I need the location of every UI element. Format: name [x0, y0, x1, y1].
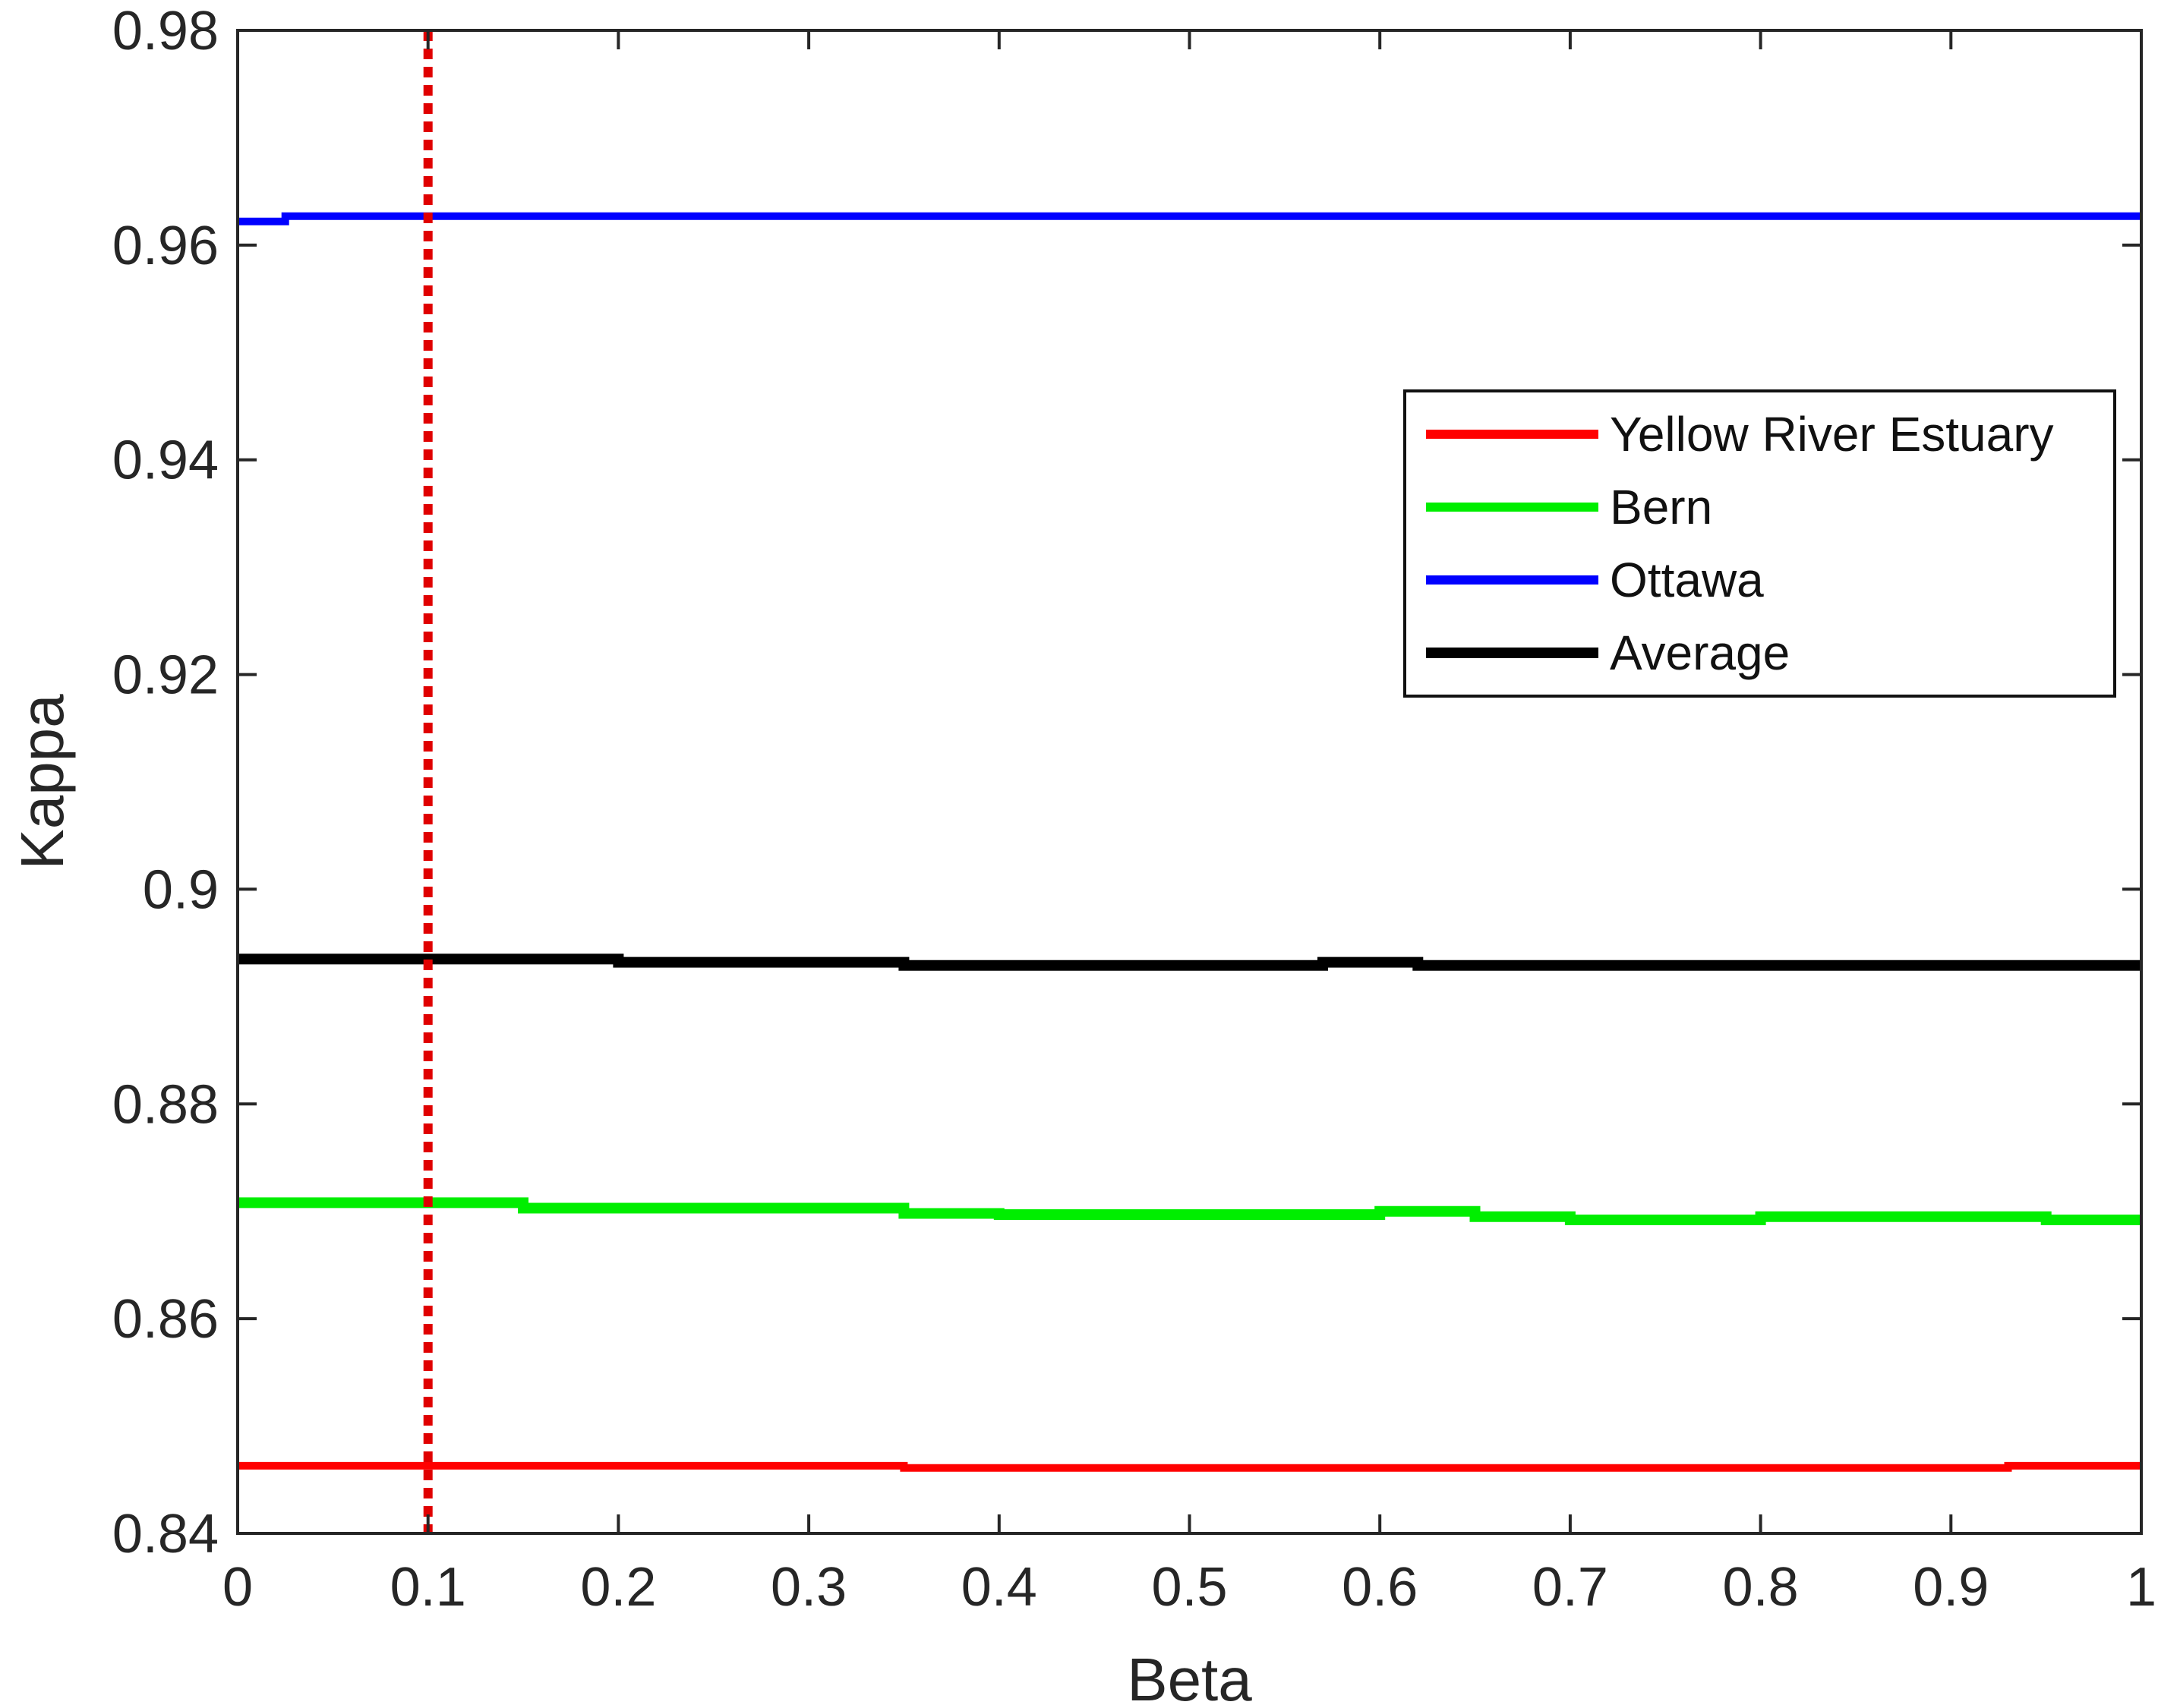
legend-label: Yellow River Estuary	[1610, 407, 2054, 462]
y-tick-label: 0.94	[112, 430, 219, 491]
x-tick-label: 0.4	[961, 1557, 1037, 1618]
y-axis-label: Kappa	[8, 694, 76, 870]
series-line-ottawa	[238, 212, 2141, 225]
y-tick-label: 0.9	[143, 859, 219, 920]
y-tick-label: 0.86	[112, 1289, 219, 1350]
x-tick-label: 0.1	[390, 1557, 466, 1618]
x-tick-label: 0.6	[1342, 1557, 1418, 1618]
axes-layer: 0 0.1 0.2 0.3 0.4 0.5 0.6 0.7 0.8 0.9 1 0.84 0.86 0.8…	[112, 1, 2156, 1618]
x-tick-label: 0.9	[1913, 1557, 1989, 1618]
series-layer	[238, 212, 2141, 1472]
x-tick-label: 1	[2126, 1557, 2156, 1618]
y-tick-label: 0.88	[112, 1074, 219, 1135]
y-tick-label: 0.92	[112, 645, 219, 706]
x-tick-label: 0.5	[1151, 1557, 1227, 1618]
x-tick-label: 0	[222, 1557, 253, 1618]
legend: Yellow River Estuary Bern Ottawa Average	[1403, 389, 2116, 698]
y-tick-label: 0.84	[112, 1504, 219, 1565]
series-line-bern	[238, 1197, 2141, 1225]
legend-label: Average	[1610, 626, 1790, 680]
x-tick-label: 0.2	[580, 1557, 656, 1618]
legend-label: Ottawa	[1610, 553, 1764, 607]
x-axis-label: Beta	[1127, 1646, 1252, 1708]
y-tick-label: 0.98	[112, 1, 219, 61]
x-tick-label: 0.7	[1532, 1557, 1608, 1618]
y-tick-label: 0.96	[112, 216, 219, 276]
x-tick-label: 0.3	[771, 1557, 847, 1618]
plot-area	[238, 30, 2141, 1533]
legend-box	[1403, 389, 2116, 698]
series-line-average	[238, 953, 2141, 971]
series-line-yellow-river-estuary	[238, 1461, 2141, 1472]
legend-label: Bern	[1610, 480, 1712, 534]
x-tick-label: 0.8	[1723, 1557, 1799, 1618]
